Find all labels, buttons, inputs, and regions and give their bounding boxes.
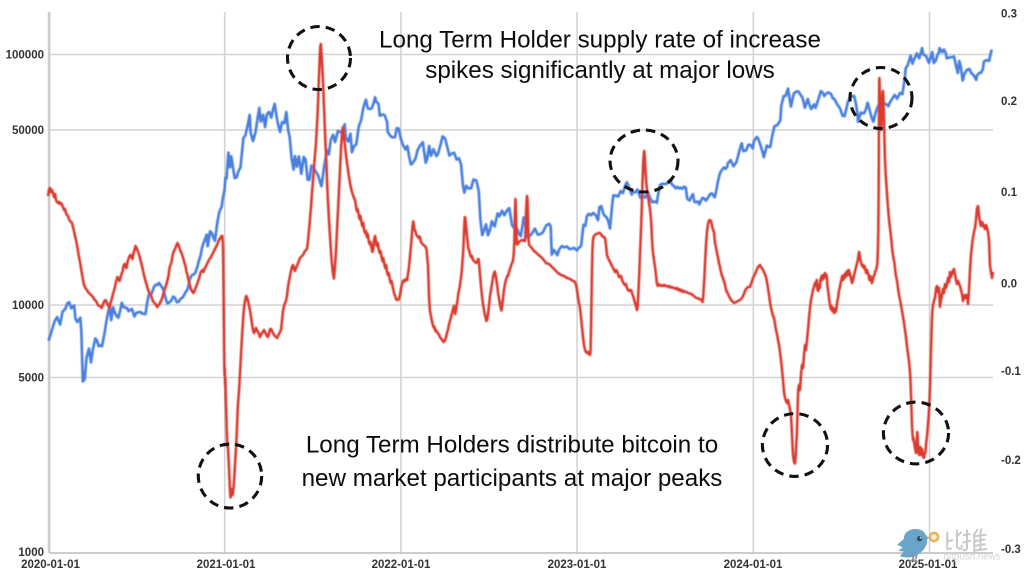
svg-text:-0.1: -0.1 — [1001, 366, 1021, 378]
svg-text:0.0: 0.0 — [1001, 279, 1017, 291]
svg-text:2023-01-01: 2023-01-01 — [548, 559, 607, 571]
svg-text:0.1: 0.1 — [1001, 187, 1018, 199]
svg-text:2024-01-01: 2024-01-01 — [724, 559, 783, 571]
svg-text:-0.2: -0.2 — [1001, 455, 1021, 467]
svg-text:bitpush.news: bitpush.news — [944, 552, 1001, 563]
svg-text:Long Term Holders distribute b: Long Term Holders distribute bitcoin to — [306, 432, 718, 459]
svg-text:2022-01-01: 2022-01-01 — [372, 559, 431, 571]
svg-text:-0.3: -0.3 — [1001, 544, 1021, 556]
svg-text:new market participants at maj: new market participants at major peaks — [302, 465, 723, 492]
svg-text:spikes significantly at major: spikes significantly at major lows — [425, 57, 775, 84]
svg-text:100000: 100000 — [6, 50, 44, 62]
svg-text:2025-01-01: 2025-01-01 — [899, 559, 958, 571]
svg-text:10000: 10000 — [12, 300, 44, 312]
svg-text:2021-01-01: 2021-01-01 — [197, 559, 256, 571]
svg-text:0.2: 0.2 — [1001, 96, 1017, 108]
svg-text:2020-01-01: 2020-01-01 — [21, 559, 80, 571]
svg-text:5000: 5000 — [18, 373, 44, 385]
svg-text:0.3: 0.3 — [1001, 9, 1017, 21]
svg-text:1000: 1000 — [18, 547, 44, 559]
svg-text:50000: 50000 — [12, 125, 44, 137]
svg-text:Long Term Holder supply rate o: Long Term Holder supply rate of increase — [379, 27, 821, 54]
